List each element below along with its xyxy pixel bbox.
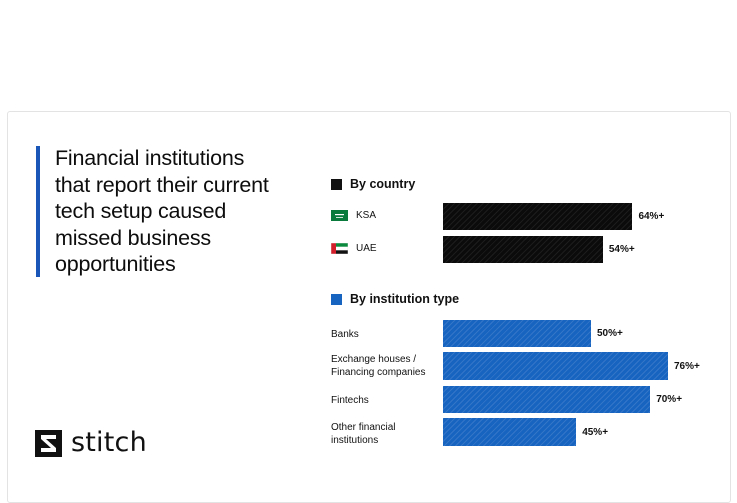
bar-exchange-houses xyxy=(443,352,668,380)
value-label-uae: 54%+ xyxy=(608,244,635,255)
title-line: opportunities xyxy=(55,252,176,276)
title-accent-bar xyxy=(36,146,40,277)
legend-by-institution-type: By institution type xyxy=(331,292,459,306)
category-label-line: institutions xyxy=(331,435,379,446)
category-label: UAE xyxy=(356,243,377,254)
category-other-institutions: Other financial institutions xyxy=(331,421,395,447)
legend-swatch xyxy=(331,178,342,190)
saudi-flag-icon xyxy=(331,210,348,221)
category-uae: UAE xyxy=(331,243,377,254)
category-label-line: Other financial xyxy=(331,422,396,433)
category-label-line: Fintechs xyxy=(331,395,369,406)
chart-title: Financial institutions that report their… xyxy=(55,145,315,278)
category-label: KSA xyxy=(356,210,377,221)
value-label-fintechs: 70%+ xyxy=(656,394,683,405)
legend-label: By institution type xyxy=(350,292,460,306)
title-line: missed business xyxy=(55,225,211,250)
uae-flag-icon xyxy=(331,243,348,254)
value-label-exchange-houses: 76%+ xyxy=(673,361,700,372)
title-line: Financial institutions xyxy=(55,146,245,170)
bar-ksa xyxy=(443,203,633,230)
bar-other-institutions xyxy=(443,418,577,446)
category-ksa: KSA xyxy=(331,210,376,221)
title-line: that report their current xyxy=(55,172,269,197)
value-label-banks: 50%+ xyxy=(597,328,623,339)
bar-fintechs xyxy=(443,386,651,413)
category-exchange-houses: Exchange houses / Financing companies xyxy=(331,353,426,379)
legend-swatch xyxy=(331,293,342,305)
bar-banks xyxy=(443,320,591,347)
legend-by-country: By country xyxy=(331,177,415,191)
stitch-logo: stitch xyxy=(35,428,147,458)
value-label-ksa: 64%+ xyxy=(638,211,665,222)
chart-card xyxy=(7,111,731,503)
title-line: tech setup caused xyxy=(55,199,227,223)
category-label-line: Exchange houses / xyxy=(331,354,417,365)
bar-uae xyxy=(443,236,603,263)
value-label-other-institutions: 45%+ xyxy=(582,427,609,438)
category-banks: Banks xyxy=(331,328,359,341)
legend-label: By country xyxy=(350,177,416,191)
brand-name: stitch xyxy=(71,427,147,458)
category-fintechs: Fintechs xyxy=(331,394,369,407)
category-label-line: Banks xyxy=(331,329,359,340)
category-label-line: Financing companies xyxy=(331,367,426,378)
stitch-logo-icon xyxy=(35,429,62,457)
